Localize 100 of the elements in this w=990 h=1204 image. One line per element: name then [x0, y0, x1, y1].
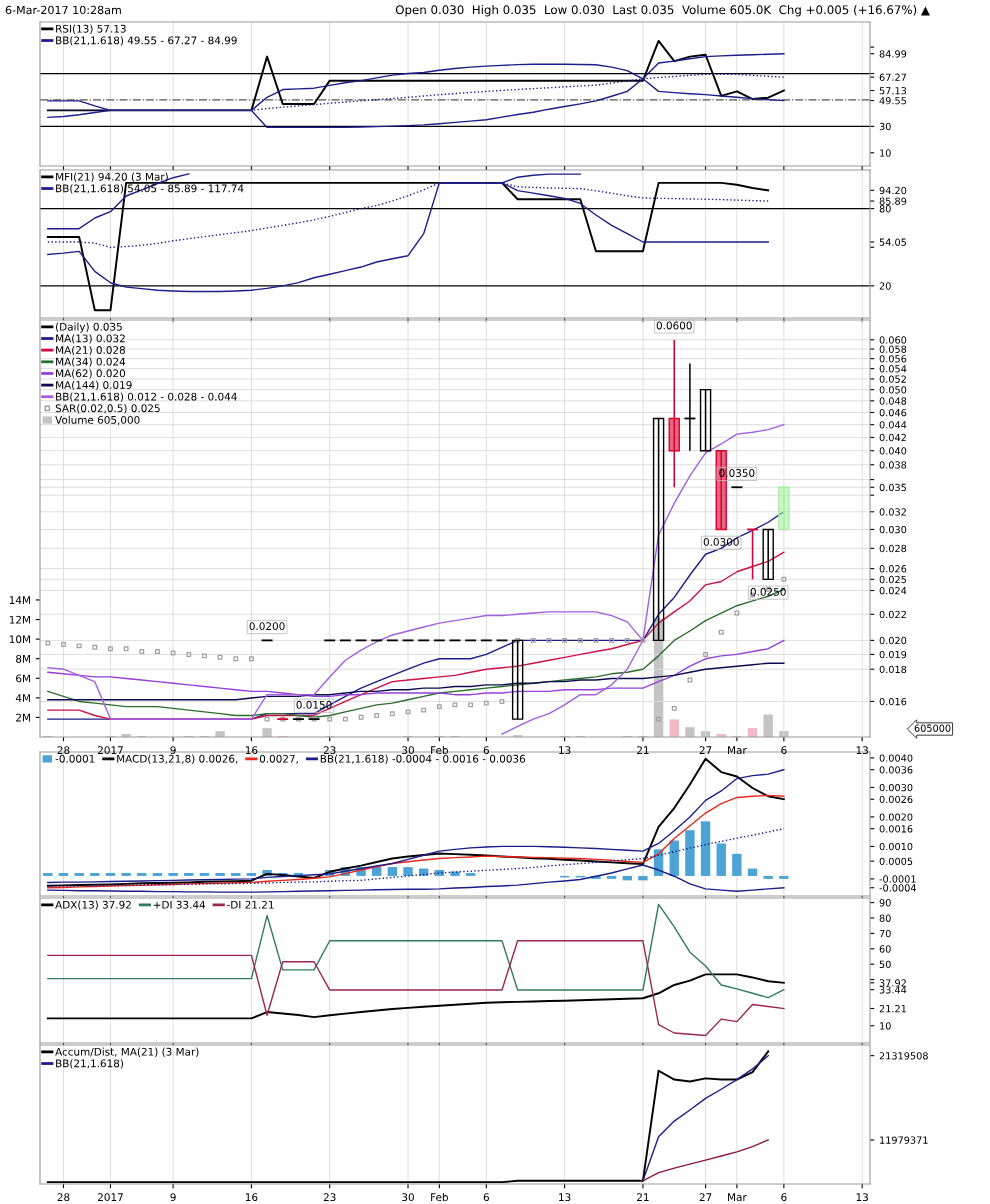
y-tick-label: 0.0020	[879, 813, 913, 821]
legend-label: BB(21,1.618)	[56, 1059, 124, 1069]
x-tick-label: 28	[57, 1193, 70, 1202]
y-tick-label: 0.048	[879, 397, 907, 405]
x-tick-label: 2017	[97, 1193, 123, 1202]
text: 605000	[914, 724, 951, 732]
x-tick-label: Mar	[728, 746, 747, 755]
y-tick-label: 0.038	[879, 461, 907, 469]
y-tick-label: 33.44	[879, 986, 907, 994]
y-tick-label: 0.056	[879, 355, 907, 363]
y-tick-label: 80	[879, 914, 891, 922]
x-tick-label: 9	[170, 1193, 176, 1202]
x-tick-label: 13	[559, 746, 571, 755]
legend-label: BB(21,1.618) 0.012 - 0.028 - 0.044	[56, 392, 237, 402]
y-tick-label: 0.058	[879, 345, 907, 353]
y-tick-label: 0.0036	[879, 766, 913, 774]
y2-tick-label: 8M	[16, 654, 30, 663]
x-tick-label: Feb	[431, 746, 448, 755]
y-tick-label: 0.022	[879, 610, 906, 619]
x-tick-label: 9	[170, 746, 176, 755]
y-tick-label: 0.024	[879, 586, 907, 595]
y-tick-label: 0.025	[879, 575, 907, 584]
y-tick-label: 0.016	[879, 697, 907, 706]
x-tick-label: 13	[856, 746, 868, 755]
y-tick-label: 0.060	[879, 336, 907, 344]
y-tick-label: 0.0040	[879, 754, 913, 762]
x-tick-label: 16	[245, 746, 258, 755]
y-tick-label: 10	[880, 149, 891, 157]
y-tick-label: 0.035	[879, 483, 907, 492]
x-tick-label: 16	[245, 1193, 258, 1202]
legend-label: SAR(0.02,0.5) 0.025	[55, 404, 160, 414]
y-tick-label: 90	[879, 899, 891, 907]
x-tick-label: 21	[637, 1193, 649, 1201]
legend-label: Accum/Dist, MA(21) (3 Mar)	[55, 1047, 199, 1057]
y-tick-label: 60	[879, 945, 891, 953]
y-tick-label: 0.050	[879, 386, 907, 394]
y-tick-label: 0.0005	[879, 857, 913, 866]
x-tick-label: Mar	[728, 1193, 747, 1202]
legend-label: MA(13) 0.032	[56, 334, 125, 344]
legend-label: Volume 605,000	[55, 415, 140, 425]
legend-label: RSI(13) 57.13	[56, 24, 126, 34]
x-tick-label: 13	[559, 1193, 571, 1202]
y-tick-label: 0.054	[879, 365, 907, 373]
x-tick-label: Feb	[431, 1193, 448, 1202]
y-tick-label: 49.55	[879, 97, 907, 105]
chart-subtitle: 6-Mar-2017 10:28am	[5, 5, 121, 15]
x-tick-label: 27	[699, 1193, 712, 1201]
y-tick-label: -0.0004	[879, 884, 917, 892]
x-tick-label: 21	[637, 746, 649, 754]
x-tick-label: 23	[323, 746, 336, 755]
y-tick-label: 67.27	[879, 73, 907, 81]
x-tick-label: 30	[402, 746, 414, 755]
legend-label: -0.0001	[55, 754, 95, 763]
y-tick-label: 70	[879, 929, 891, 938]
x-tick-label: 6	[781, 746, 787, 755]
legend-label: BB(21,1.618) -0.0004 - 0.0016 - 0.0036	[320, 754, 526, 764]
y-tick-label: 0.019	[879, 650, 907, 659]
y-tick-label: 30	[879, 122, 891, 131]
y-tick-label: 21319508	[879, 1052, 928, 1060]
legend-label: 0.0027,	[259, 754, 298, 764]
x-tick-label: 27	[699, 746, 712, 754]
x-tick-label: 23	[323, 1193, 336, 1202]
y2-tick-label: 10M	[9, 635, 30, 644]
legend-label: MA(62) 0.020	[56, 369, 126, 379]
y-tick-label: 0.0016	[879, 825, 913, 833]
legend-label: BB(21,1.618) 49.55 - 67.27 - 84.99	[56, 36, 237, 46]
legend-label: -DI 21.21	[227, 900, 274, 909]
y-tick-label: 0.0026	[879, 795, 913, 804]
y-tick-label: -0.0001	[879, 875, 916, 883]
text: 0.0600	[656, 321, 692, 330]
y-tick-label: 57.13	[879, 87, 907, 95]
legend-label: (Daily) 0.035	[56, 322, 122, 333]
y2-tick-label: 2M	[16, 713, 30, 722]
y-tick-label: 0.018	[879, 665, 907, 674]
x-tick-label: 6	[781, 1193, 787, 1202]
y-tick-label: 0.020	[879, 636, 907, 645]
y-tick-label: 0.0030	[879, 783, 913, 792]
y-tick-label: 0.028	[879, 544, 907, 553]
y-tick-label: 94.20	[879, 186, 907, 195]
y2-tick-label: 6M	[16, 674, 30, 683]
legend-label: MA(21) 0.028	[56, 345, 126, 356]
legend-label: MA(34) 0.024	[56, 357, 126, 367]
y-tick-label: 80	[879, 205, 891, 213]
x-tick-label: 13	[856, 1193, 868, 1202]
legend-label: +DI 33.44	[153, 900, 206, 909]
y-tick-label: 21.21	[879, 1004, 906, 1013]
y-tick-label: 85.89	[879, 197, 907, 205]
y-tick-label: 0.042	[879, 433, 906, 442]
y-tick-label: 0.044	[879, 421, 907, 429]
y-tick-label: 0.052	[879, 375, 906, 383]
legend-label: ADX(13) 37.92	[55, 900, 131, 910]
y-tick-label: 50	[879, 960, 891, 969]
chart-title: Open 0.030 High 0.035 Low 0.030 Last 0.035 Volume 605.0K Chg +0.005 (+16.67%) ▲	[395, 5, 930, 17]
y-tick-label: 0.032	[879, 508, 906, 516]
y-tick-label: 54.05	[879, 238, 907, 246]
y2-tick-label: 12M	[9, 615, 30, 624]
legend-label: MA(144) 0.019	[56, 380, 132, 391]
y-tick-label: 37.92	[879, 979, 906, 987]
x-tick-label: 2017	[97, 746, 123, 755]
legend-label: MACD(13,21,8) 0.0026,	[117, 754, 238, 764]
